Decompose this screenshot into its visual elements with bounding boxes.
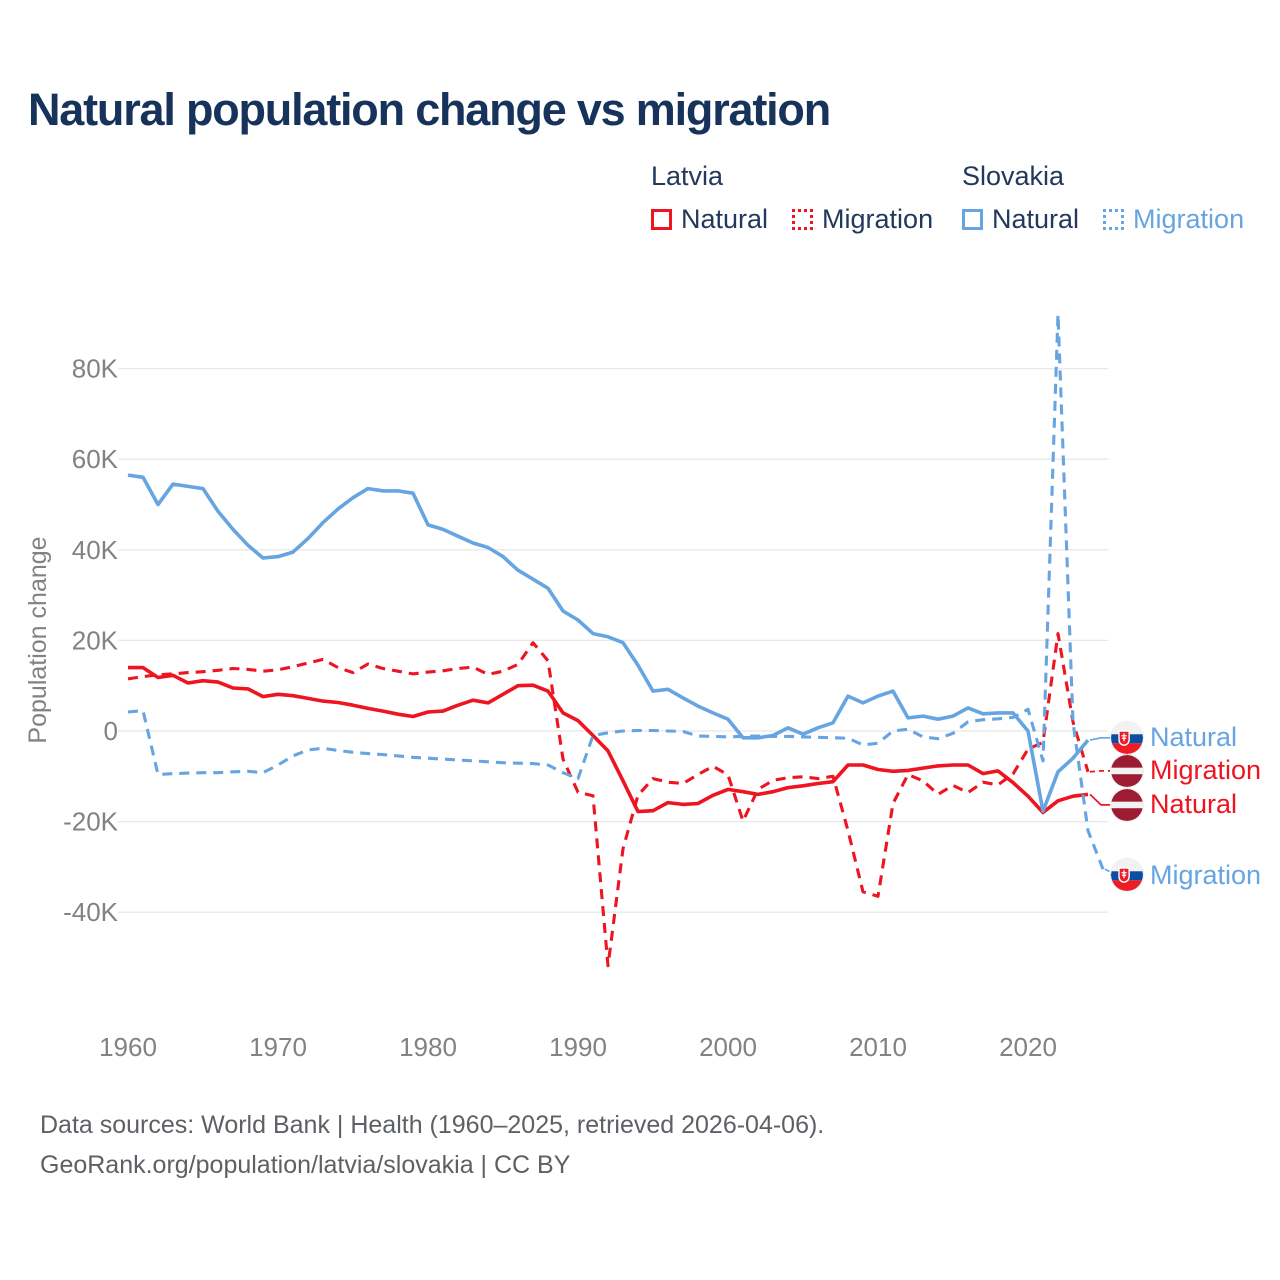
slovakia-natural-label-connector <box>1089 736 1110 741</box>
x-tick-1960: 1960 <box>99 1032 157 1062</box>
legend-country-label: Latvia <box>651 161 724 191</box>
y-tick--40K: -40K <box>63 897 119 927</box>
latvia-flag-icon <box>1111 754 1143 787</box>
slovakia-flag-icon <box>1111 859 1143 892</box>
legend-group-latvia: Latvia Natural Migration <box>651 161 933 235</box>
y-tick-60K: 60K <box>72 444 119 474</box>
end-label-slovakia-natural[interactable]: Natural <box>1111 721 1237 754</box>
legend-swatch-slovakia-natural[interactable] <box>962 209 983 230</box>
end-label-latvia-migration[interactable]: Migration <box>1111 754 1261 787</box>
x-tick-1970: 1970 <box>249 1032 307 1062</box>
y-axis-title: Population change <box>24 536 52 743</box>
legend-country-label: Slovakia <box>962 161 1065 191</box>
end-label-text: Migration <box>1150 859 1262 890</box>
y-tick--20K: -20K <box>63 807 119 837</box>
x-tick-2010: 2010 <box>849 1032 907 1062</box>
legend-swatch-latvia-natural[interactable] <box>651 209 672 230</box>
slovakia-natural-line[interactable] <box>127 473 1090 814</box>
page-title: Natural population change vs migration <box>28 84 831 135</box>
x-tick-2000: 2000 <box>699 1032 757 1062</box>
y-tick-0: 0 <box>104 716 118 746</box>
end-label-text: Natural <box>1150 789 1238 820</box>
footer: Data sources: World Bank | Health (1960–… <box>40 1105 824 1185</box>
legend-item-label[interactable]: Natural <box>681 204 769 234</box>
latvia-flag-icon <box>1111 788 1143 821</box>
footer-attribution: GeoRank.org/population/latvia/slovakia |… <box>40 1151 571 1179</box>
latvia-migration-line[interactable] <box>127 632 1090 968</box>
legend-group-slovakia: Slovakia Natural Migration <box>962 161 1244 235</box>
legend-swatch-slovakia-migration[interactable] <box>1103 209 1125 230</box>
end-label-text: Migration <box>1150 755 1262 786</box>
latvia-migration-label-connector <box>1089 770 1110 773</box>
slovakia-flag-icon <box>1111 721 1143 754</box>
x-tick-2020: 2020 <box>999 1032 1057 1062</box>
legend-item-label[interactable]: Migration <box>822 204 934 234</box>
end-label-slovakia-migration[interactable]: Migration <box>1111 859 1261 892</box>
slovakia-migration-line[interactable] <box>127 312 1105 870</box>
latvia-natural-label-connector <box>1089 793 1110 806</box>
y-tick-20K: 20K <box>72 625 119 655</box>
end-label-text: Natural <box>1150 722 1238 753</box>
latvia-natural-line[interactable] <box>128 665 1089 815</box>
end-label-latvia-natural[interactable]: Natural <box>1111 788 1237 821</box>
y-tick-80K: 80K <box>72 354 119 384</box>
footer-data-sources: Data sources: World Bank | Health (1960–… <box>40 1111 825 1139</box>
x-tick-1980: 1980 <box>399 1032 457 1062</box>
legend-item-label[interactable]: Migration <box>1133 204 1245 234</box>
y-tick-40K: 40K <box>72 535 119 565</box>
legend-swatch-latvia-migration[interactable] <box>792 209 814 230</box>
x-tick-1990: 1990 <box>549 1032 607 1062</box>
legend-item-label[interactable]: Natural <box>992 204 1080 234</box>
